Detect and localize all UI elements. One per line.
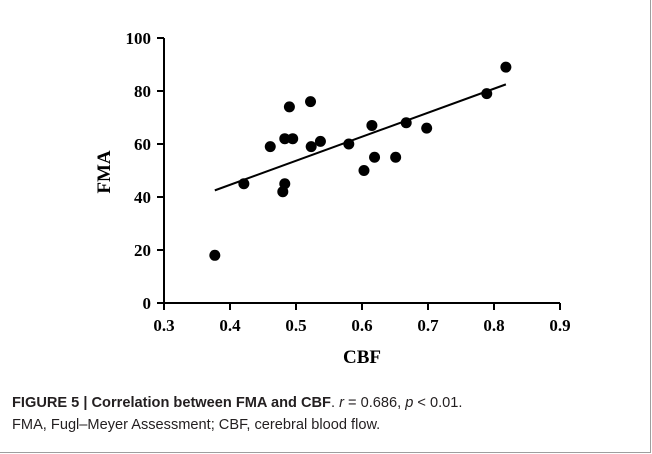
y-axis-title: FMA: [94, 150, 115, 194]
y-tick-label: 100: [126, 29, 152, 48]
data-point: [279, 178, 291, 190]
data-point: [343, 138, 355, 150]
chart-ticks: 0 20 40 60 80 100 0.3 0.4 0.5 0.6 0.7 0.8 0.9: [126, 29, 571, 335]
x-tick-label: 0.8: [483, 316, 504, 335]
figure-caption: FIGURE 5 | Correlation between FMA and C…: [12, 392, 642, 436]
data-point: [481, 88, 493, 100]
data-point: [421, 122, 433, 134]
x-tick-label: 0.3: [153, 316, 174, 335]
data-point: [264, 141, 276, 153]
data-point: [366, 119, 378, 131]
data-point: [390, 151, 402, 163]
caption-separator: |: [79, 395, 92, 411]
y-tick-label: 60: [134, 135, 151, 154]
regression-line: [214, 83, 507, 192]
data-point: [400, 117, 412, 129]
caption-line-1: FIGURE 5 | Correlation between FMA and C…: [12, 392, 642, 414]
caption-stats-prefix: .: [330, 395, 340, 411]
y-tick-label: 80: [134, 82, 151, 101]
caption-figure-label: FIGURE 5: [12, 395, 80, 411]
fit-line-group: [214, 83, 507, 192]
data-point: [314, 135, 326, 147]
data-point: [238, 178, 250, 190]
data-point: [287, 133, 299, 145]
x-tick-label: 0.9: [549, 316, 570, 335]
x-tick-label: 0.4: [219, 316, 241, 335]
data-point: [369, 151, 381, 163]
data-points: [209, 61, 512, 261]
caption-title: Correlation between FMA and CBF: [91, 395, 331, 411]
y-tick-label: 20: [134, 241, 151, 260]
data-point: [209, 249, 221, 261]
x-tick-label: 0.5: [285, 316, 306, 335]
caption-r-symbol: r: [339, 395, 344, 411]
data-point: [305, 141, 317, 153]
x-axis-title: CBF: [343, 347, 381, 368]
scatter-chart: 0 20 40 60 80 100 0.3 0.4 0.5 0.6 0.7 0.8 0.9 CBF FM…: [94, 29, 571, 368]
data-point: [358, 165, 370, 176]
data-point: [283, 101, 295, 113]
caption-p-value: < 0.01.: [413, 395, 463, 411]
x-tick-label: 0.7: [417, 316, 439, 335]
y-tick-label: 40: [134, 188, 151, 207]
data-point: [500, 61, 512, 73]
x-tick-label: 0.6: [351, 316, 372, 335]
y-tick-label: 0: [143, 294, 152, 313]
caption-p-symbol: p: [405, 395, 414, 411]
data-point: [279, 133, 291, 145]
caption-line-2: FMA, Fugl–Meyer Assessment; CBF, cerebra…: [12, 417, 381, 433]
data-point: [305, 96, 317, 108]
caption-r-value: = 0.686,: [343, 395, 406, 411]
